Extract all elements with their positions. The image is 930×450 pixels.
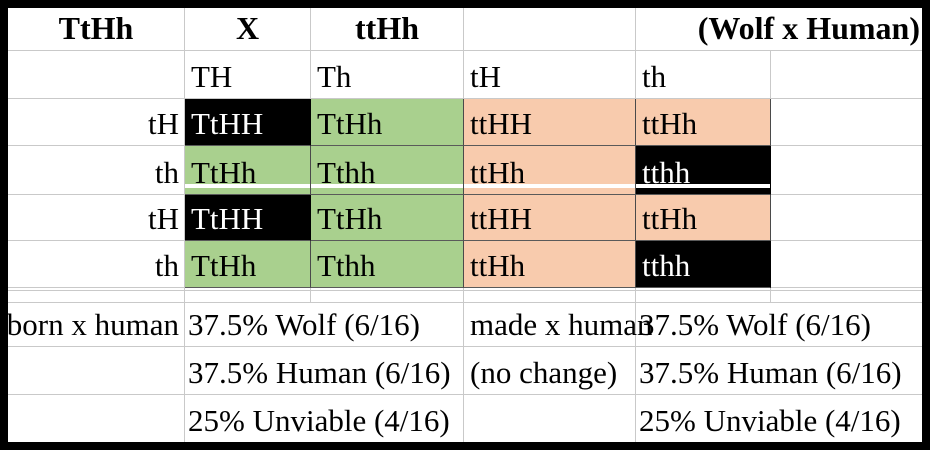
punnett-cell-r1c2[interactable]: ttHh — [464, 146, 636, 195]
punnett-cell-r1c1[interactable]: Tthh — [311, 146, 464, 195]
gamete-row-2-label[interactable]: tH — [8, 195, 185, 241]
empty-cell[interactable] — [771, 51, 922, 99]
punnett-cell-r3c0[interactable]: TtHh — [185, 241, 311, 288]
spacer-cell[interactable] — [185, 288, 311, 291]
spacer-cell[interactable] — [311, 291, 464, 303]
punnett-cell-r0c2[interactable]: ttHH — [464, 99, 636, 146]
empty-cell[interactable] — [771, 99, 922, 146]
spacer-cell[interactable] — [636, 288, 771, 291]
empty-cell[interactable] — [464, 395, 636, 442]
spacer-cell[interactable] — [185, 291, 311, 303]
spacer-cell[interactable] — [771, 288, 922, 291]
punnett-cell-r3c1[interactable]: Tthh — [311, 241, 464, 288]
gamete-col-3-cell[interactable]: th — [636, 51, 771, 99]
cross-title-cell[interactable]: (Wolf x Human) — [636, 8, 922, 51]
result-right-line-2-cell[interactable]: 25% Unviable (4/16) — [639, 403, 901, 439]
spacer-cell[interactable] — [311, 288, 464, 291]
result-left-line-1-cell[interactable]: 37.5% Human (6/16) — [185, 347, 464, 395]
punnett-cell-r2c0[interactable]: TtHH — [185, 195, 311, 241]
result-left-line-0-cell[interactable]: 37.5% Wolf (6/16) — [185, 303, 464, 347]
punnett-cell-r1c3[interactable]: tthh — [636, 146, 771, 195]
gamete-row-1-label[interactable]: th — [8, 146, 185, 195]
gamete-row-0-label[interactable]: tH — [8, 99, 185, 146]
result-right-label-cell[interactable]: made x human — [464, 303, 653, 347]
punnett-cell-r2c3[interactable]: ttHh — [636, 195, 771, 241]
spreadsheet-grid: TtHh X ttHh (Wolf x Human) TH Th tH th t… — [7, 8, 922, 442]
spacer-cell[interactable] — [464, 288, 636, 291]
gamete-col-1-cell[interactable]: Th — [311, 51, 464, 99]
gamete-row-3-label[interactable]: th — [8, 241, 185, 288]
cross-symbol-cell[interactable]: X — [185, 8, 311, 51]
spacer-cell[interactable] — [8, 288, 185, 291]
result-right-note-cell[interactable]: (no change) — [464, 347, 636, 395]
punnett-cell-r0c0[interactable]: TtHH — [185, 99, 311, 146]
spacer-cell[interactable] — [464, 291, 636, 303]
empty-cell[interactable] — [464, 8, 636, 51]
punnett-cell-r0c1[interactable]: TtHh — [311, 99, 464, 146]
empty-cell[interactable] — [771, 241, 922, 288]
spacer-cell[interactable] — [771, 291, 922, 303]
gamete-col-0-cell[interactable]: TH — [185, 51, 311, 99]
punnett-cell-r3c3[interactable]: tthh — [636, 241, 771, 288]
spacer-cell[interactable] — [8, 291, 185, 303]
parent1-genotype-cell[interactable]: TtHh — [8, 8, 185, 51]
result-left-label-cell[interactable]: born x human — [7, 303, 185, 347]
empty-cell[interactable] — [8, 395, 185, 442]
punnett-cell-r2c1[interactable]: TtHh — [311, 195, 464, 241]
result-left-line-2-cell[interactable]: 25% Unviable (4/16) — [185, 395, 464, 442]
punnett-cell-r3c2[interactable]: ttHh — [464, 241, 636, 288]
result-right-line-1-cell[interactable]: 37.5% Human (6/16) — [636, 347, 922, 395]
empty-cell[interactable] — [8, 51, 185, 99]
empty-cell[interactable] — [771, 146, 922, 195]
result-right-line-0-cell[interactable]: 37.5% Wolf (6/16) — [636, 303, 922, 347]
parent2-genotype-cell[interactable]: ttHh — [311, 8, 464, 51]
spacer-cell[interactable] — [636, 291, 771, 303]
gamete-col-2-cell[interactable]: tH — [464, 51, 636, 99]
empty-cell[interactable] — [771, 195, 922, 241]
punnett-cell-r1c0[interactable]: TtHh — [185, 146, 311, 195]
punnett-cell-r0c3[interactable]: ttHh — [636, 99, 771, 146]
punnett-cell-r2c2[interactable]: ttHH — [464, 195, 636, 241]
empty-cell[interactable] — [8, 347, 185, 395]
